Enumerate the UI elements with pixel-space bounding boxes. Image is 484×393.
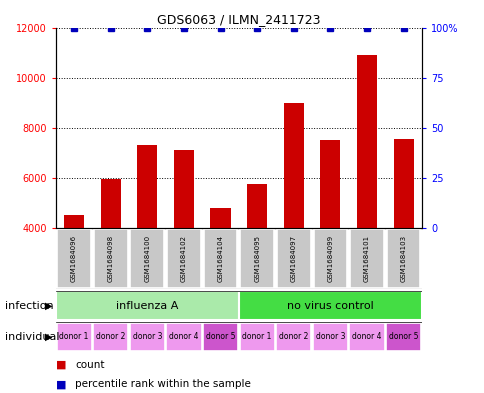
Text: donor 5: donor 5 — [205, 332, 235, 342]
Text: GSM1684099: GSM1684099 — [327, 235, 333, 282]
Bar — [210, 208, 230, 228]
Text: influenza A: influenza A — [116, 301, 178, 310]
Bar — [166, 323, 201, 351]
Bar — [203, 323, 238, 351]
Bar — [240, 229, 273, 288]
Text: GSM1684100: GSM1684100 — [144, 235, 150, 282]
Bar — [57, 229, 91, 288]
Text: donor 4: donor 4 — [351, 332, 381, 342]
Text: donor 1: donor 1 — [242, 332, 272, 342]
Text: infection: infection — [5, 301, 53, 310]
Bar — [137, 145, 157, 228]
Bar — [57, 323, 91, 351]
Bar — [386, 229, 420, 288]
Bar — [239, 323, 274, 351]
Text: GSM1684104: GSM1684104 — [217, 235, 223, 282]
Text: donor 3: donor 3 — [132, 332, 162, 342]
Bar — [130, 323, 165, 351]
Bar — [349, 323, 384, 351]
Bar — [385, 323, 420, 351]
Text: donor 2: donor 2 — [96, 332, 125, 342]
Text: GSM1684102: GSM1684102 — [181, 235, 186, 282]
Text: donor 1: donor 1 — [59, 332, 89, 342]
Bar — [356, 55, 377, 228]
Title: GDS6063 / ILMN_2411723: GDS6063 / ILMN_2411723 — [157, 13, 320, 26]
Bar — [173, 150, 194, 228]
Bar — [100, 179, 121, 228]
Text: ▶: ▶ — [45, 301, 52, 310]
Bar — [94, 229, 127, 288]
Text: count: count — [75, 360, 105, 369]
Text: donor 4: donor 4 — [169, 332, 198, 342]
Text: GSM1684095: GSM1684095 — [254, 235, 259, 282]
Text: ■: ■ — [56, 360, 66, 369]
Bar — [313, 229, 347, 288]
Text: no virus control: no virus control — [287, 301, 373, 310]
Text: ▶: ▶ — [45, 332, 52, 342]
Text: GSM1684103: GSM1684103 — [400, 235, 406, 282]
Bar — [203, 229, 237, 288]
Bar — [64, 215, 84, 228]
Bar — [56, 291, 239, 320]
Bar — [239, 291, 421, 320]
Bar — [93, 323, 128, 351]
Text: percentile rank within the sample: percentile rank within the sample — [75, 379, 251, 389]
Text: GSM1684101: GSM1684101 — [363, 235, 369, 282]
Bar — [276, 323, 311, 351]
Bar — [393, 139, 413, 228]
Text: donor 5: donor 5 — [388, 332, 418, 342]
Text: donor 3: donor 3 — [315, 332, 345, 342]
Bar — [130, 229, 164, 288]
Text: donor 2: donor 2 — [278, 332, 308, 342]
Text: ■: ■ — [56, 379, 66, 389]
Bar — [167, 229, 200, 288]
Bar — [349, 229, 383, 288]
Text: individual: individual — [5, 332, 59, 342]
Bar — [276, 229, 310, 288]
Bar — [246, 184, 267, 228]
Text: GSM1684098: GSM1684098 — [107, 235, 113, 282]
Text: GSM1684097: GSM1684097 — [290, 235, 296, 282]
Text: GSM1684096: GSM1684096 — [71, 235, 77, 282]
Bar — [312, 323, 347, 351]
Bar — [283, 103, 303, 228]
Bar — [319, 140, 340, 228]
